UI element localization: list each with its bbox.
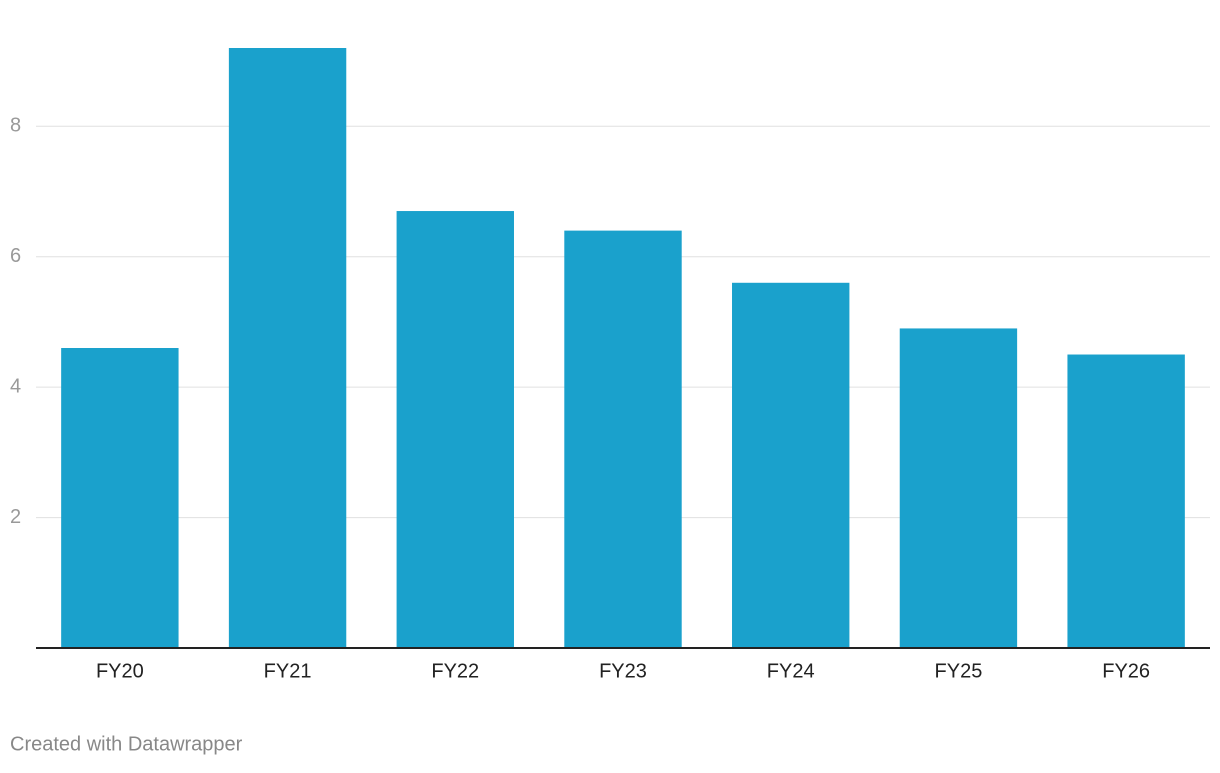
x-tick-label: FY26 xyxy=(1102,660,1150,682)
y-tick-label: 2 xyxy=(10,506,21,528)
y-tick-label: 4 xyxy=(10,375,21,397)
x-tick-label: FY21 xyxy=(264,660,312,682)
bar xyxy=(228,48,347,648)
bar xyxy=(61,348,179,648)
bar xyxy=(564,230,682,648)
bar xyxy=(396,211,514,649)
bar xyxy=(732,282,850,648)
x-tick-label: FY22 xyxy=(431,660,479,682)
x-tick-label: FY20 xyxy=(96,660,144,682)
bar xyxy=(899,328,1018,648)
credit: Created with Datawrapper xyxy=(10,733,243,755)
x-tick-label: FY23 xyxy=(599,660,647,682)
bar xyxy=(1067,354,1185,648)
y-tick-label: 6 xyxy=(10,245,21,267)
x-tick-label: FY24 xyxy=(767,660,815,682)
y-tick-label: 8 xyxy=(10,115,21,137)
x-tick-label: FY25 xyxy=(935,660,983,682)
